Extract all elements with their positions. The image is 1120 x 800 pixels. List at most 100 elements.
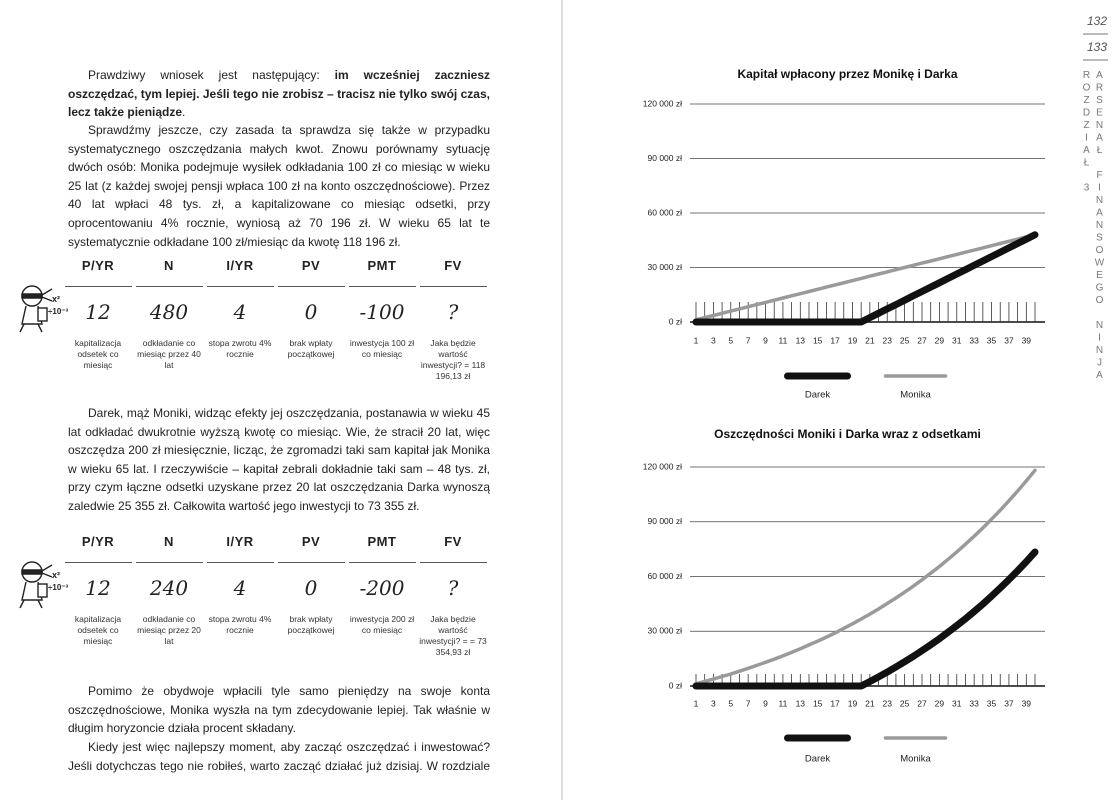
- input-value: 240: [149, 576, 189, 600]
- value-description: kapitalizacja odsetek co miesiąc: [74, 338, 122, 370]
- x-tick-label: 35: [987, 335, 997, 345]
- value-description: stopa zwrotu 4% rocznie: [208, 614, 272, 635]
- value-description: inwestycja 100 zł co miesiąc: [349, 338, 415, 359]
- x-tick-label: 25: [900, 698, 910, 708]
- x-tick-label: 39: [1022, 698, 1032, 708]
- legend-label: Monika: [900, 390, 931, 401]
- column-header: PV: [301, 534, 321, 549]
- paragraph: Pomimo że obydwoje wpłacili tyle samo pi…: [68, 684, 490, 736]
- value-description: Jaka będzie wartość inwestycji? = 118 19…: [420, 338, 486, 381]
- x-tick-label: 5: [728, 698, 733, 708]
- x-tick-label: 31: [952, 698, 962, 708]
- column-header: I/YR: [226, 534, 254, 549]
- paragraph: Kiedy jest więc najlepszy moment, aby za…: [68, 740, 490, 773]
- page-number: 132: [1087, 14, 1108, 28]
- value-description: odkładanie co miesiąc przez 40 lat: [137, 338, 201, 370]
- value-description: kapitalizacja odsetek co miesiąc: [74, 614, 122, 646]
- icon-text: ÷10⁻³: [48, 307, 69, 316]
- x-tick-label: 9: [763, 335, 768, 345]
- input-value: -200: [359, 576, 405, 600]
- x-tick-label: 19: [848, 698, 858, 708]
- paragraph: Sprawdźmy jeszcze, czy zasada ta sprawdz…: [68, 123, 490, 249]
- header-rule: [349, 286, 416, 287]
- input-value: 12: [85, 300, 111, 324]
- header-rule: [207, 562, 274, 563]
- input-value: 4: [233, 300, 247, 324]
- y-tick-label: 120 000 zł: [643, 98, 682, 108]
- input-value: 4: [233, 576, 247, 600]
- y-tick-label: 0 zł: [669, 316, 682, 326]
- value-description: inwestycja 200 zł co miesiąc: [349, 614, 415, 635]
- x-tick-label: 5: [728, 335, 733, 345]
- x-tick-label: 25: [900, 335, 910, 345]
- header-rule: [136, 286, 203, 287]
- input-value: ?: [447, 576, 459, 600]
- x-tick-label: 33: [969, 698, 979, 708]
- input-value: -100: [359, 300, 405, 324]
- x-tick-label: 21: [865, 335, 875, 345]
- chart-title: Oszczędności Moniki i Darka wraz z odset…: [714, 427, 981, 441]
- data-line: [692, 231, 1039, 326]
- header-rule: [278, 286, 345, 287]
- column-header: P/YR: [81, 534, 115, 549]
- x-tick-label: 3: [711, 698, 716, 708]
- x-tick-label: 23: [882, 698, 892, 708]
- icon-text: x²: [52, 570, 60, 580]
- ninja-icon: x² ÷10⁻³: [19, 285, 69, 333]
- input-value: 0: [304, 576, 318, 600]
- text: .: [182, 105, 186, 120]
- column-header: FV: [444, 258, 462, 273]
- bold-text: im wcześniej zaczniesz oszczędzać, tym l…: [68, 68, 490, 120]
- column-header: PMT: [367, 534, 397, 549]
- value-description: Jaka będzie wartość inwestycji? = = 73 3…: [419, 614, 487, 657]
- text: Prawdziwy wniosek jest następujący:: [88, 68, 335, 82]
- x-tick-label: 7: [746, 335, 751, 345]
- x-tick-label: 29: [935, 335, 945, 345]
- column-header: I/YR: [226, 258, 254, 273]
- x-tick-label: 37: [1004, 335, 1014, 345]
- x-tick-label: 39: [1022, 335, 1032, 345]
- y-tick-label: 120 000 zł: [643, 461, 682, 471]
- input-value: ?: [447, 300, 459, 324]
- x-tick-label: 1: [694, 335, 699, 345]
- x-tick-label: 11: [779, 335, 788, 345]
- y-tick-label: 90 000 zł: [648, 516, 683, 526]
- column-header: P/YR: [81, 258, 115, 273]
- x-tick-label: 21: [865, 698, 875, 708]
- value-description: brak wpłaty początkowej: [287, 614, 335, 635]
- value-description: odkładanie co miesiąc przez 20 lat: [137, 614, 201, 646]
- header-rule: [65, 286, 132, 287]
- y-tick-label: 60 000 zł: [648, 571, 683, 581]
- header-rule: [420, 562, 487, 563]
- data-line: [694, 468, 1037, 686]
- x-tick-label: 17: [830, 698, 840, 708]
- legend-label: Monika: [900, 754, 931, 765]
- x-tick-label: 17: [830, 335, 840, 345]
- value-description: stopa zwrotu 4% rocznie: [208, 338, 272, 359]
- chart-title: Kapitał wpłacony przez Monikę i Darka: [737, 67, 957, 81]
- y-tick-label: 30 000 zł: [648, 626, 683, 636]
- x-tick-label: 13: [796, 335, 806, 345]
- input-value: 12: [85, 576, 111, 600]
- page-number: 133: [1087, 40, 1108, 54]
- column-header: PMT: [367, 258, 397, 273]
- column-header: FV: [444, 534, 462, 549]
- x-tick-label: 19: [848, 335, 858, 345]
- data-line: [694, 233, 1037, 322]
- x-tick-label: 11: [779, 698, 788, 708]
- x-tick-label: 27: [917, 335, 927, 345]
- input-value: 480: [149, 300, 189, 324]
- x-tick-label: 7: [746, 698, 751, 708]
- header-rule: [278, 562, 345, 563]
- y-tick-label: 0 zł: [669, 680, 682, 690]
- y-tick-label: 90 000 zł: [648, 153, 683, 163]
- x-tick-label: 37: [1004, 698, 1014, 708]
- chapter-label: ROZDZIAŁ 3: [1081, 70, 1092, 195]
- data-line: [692, 548, 1039, 690]
- header-rule: [65, 562, 132, 563]
- column-header: N: [164, 258, 174, 273]
- icon-text: x²: [52, 294, 60, 304]
